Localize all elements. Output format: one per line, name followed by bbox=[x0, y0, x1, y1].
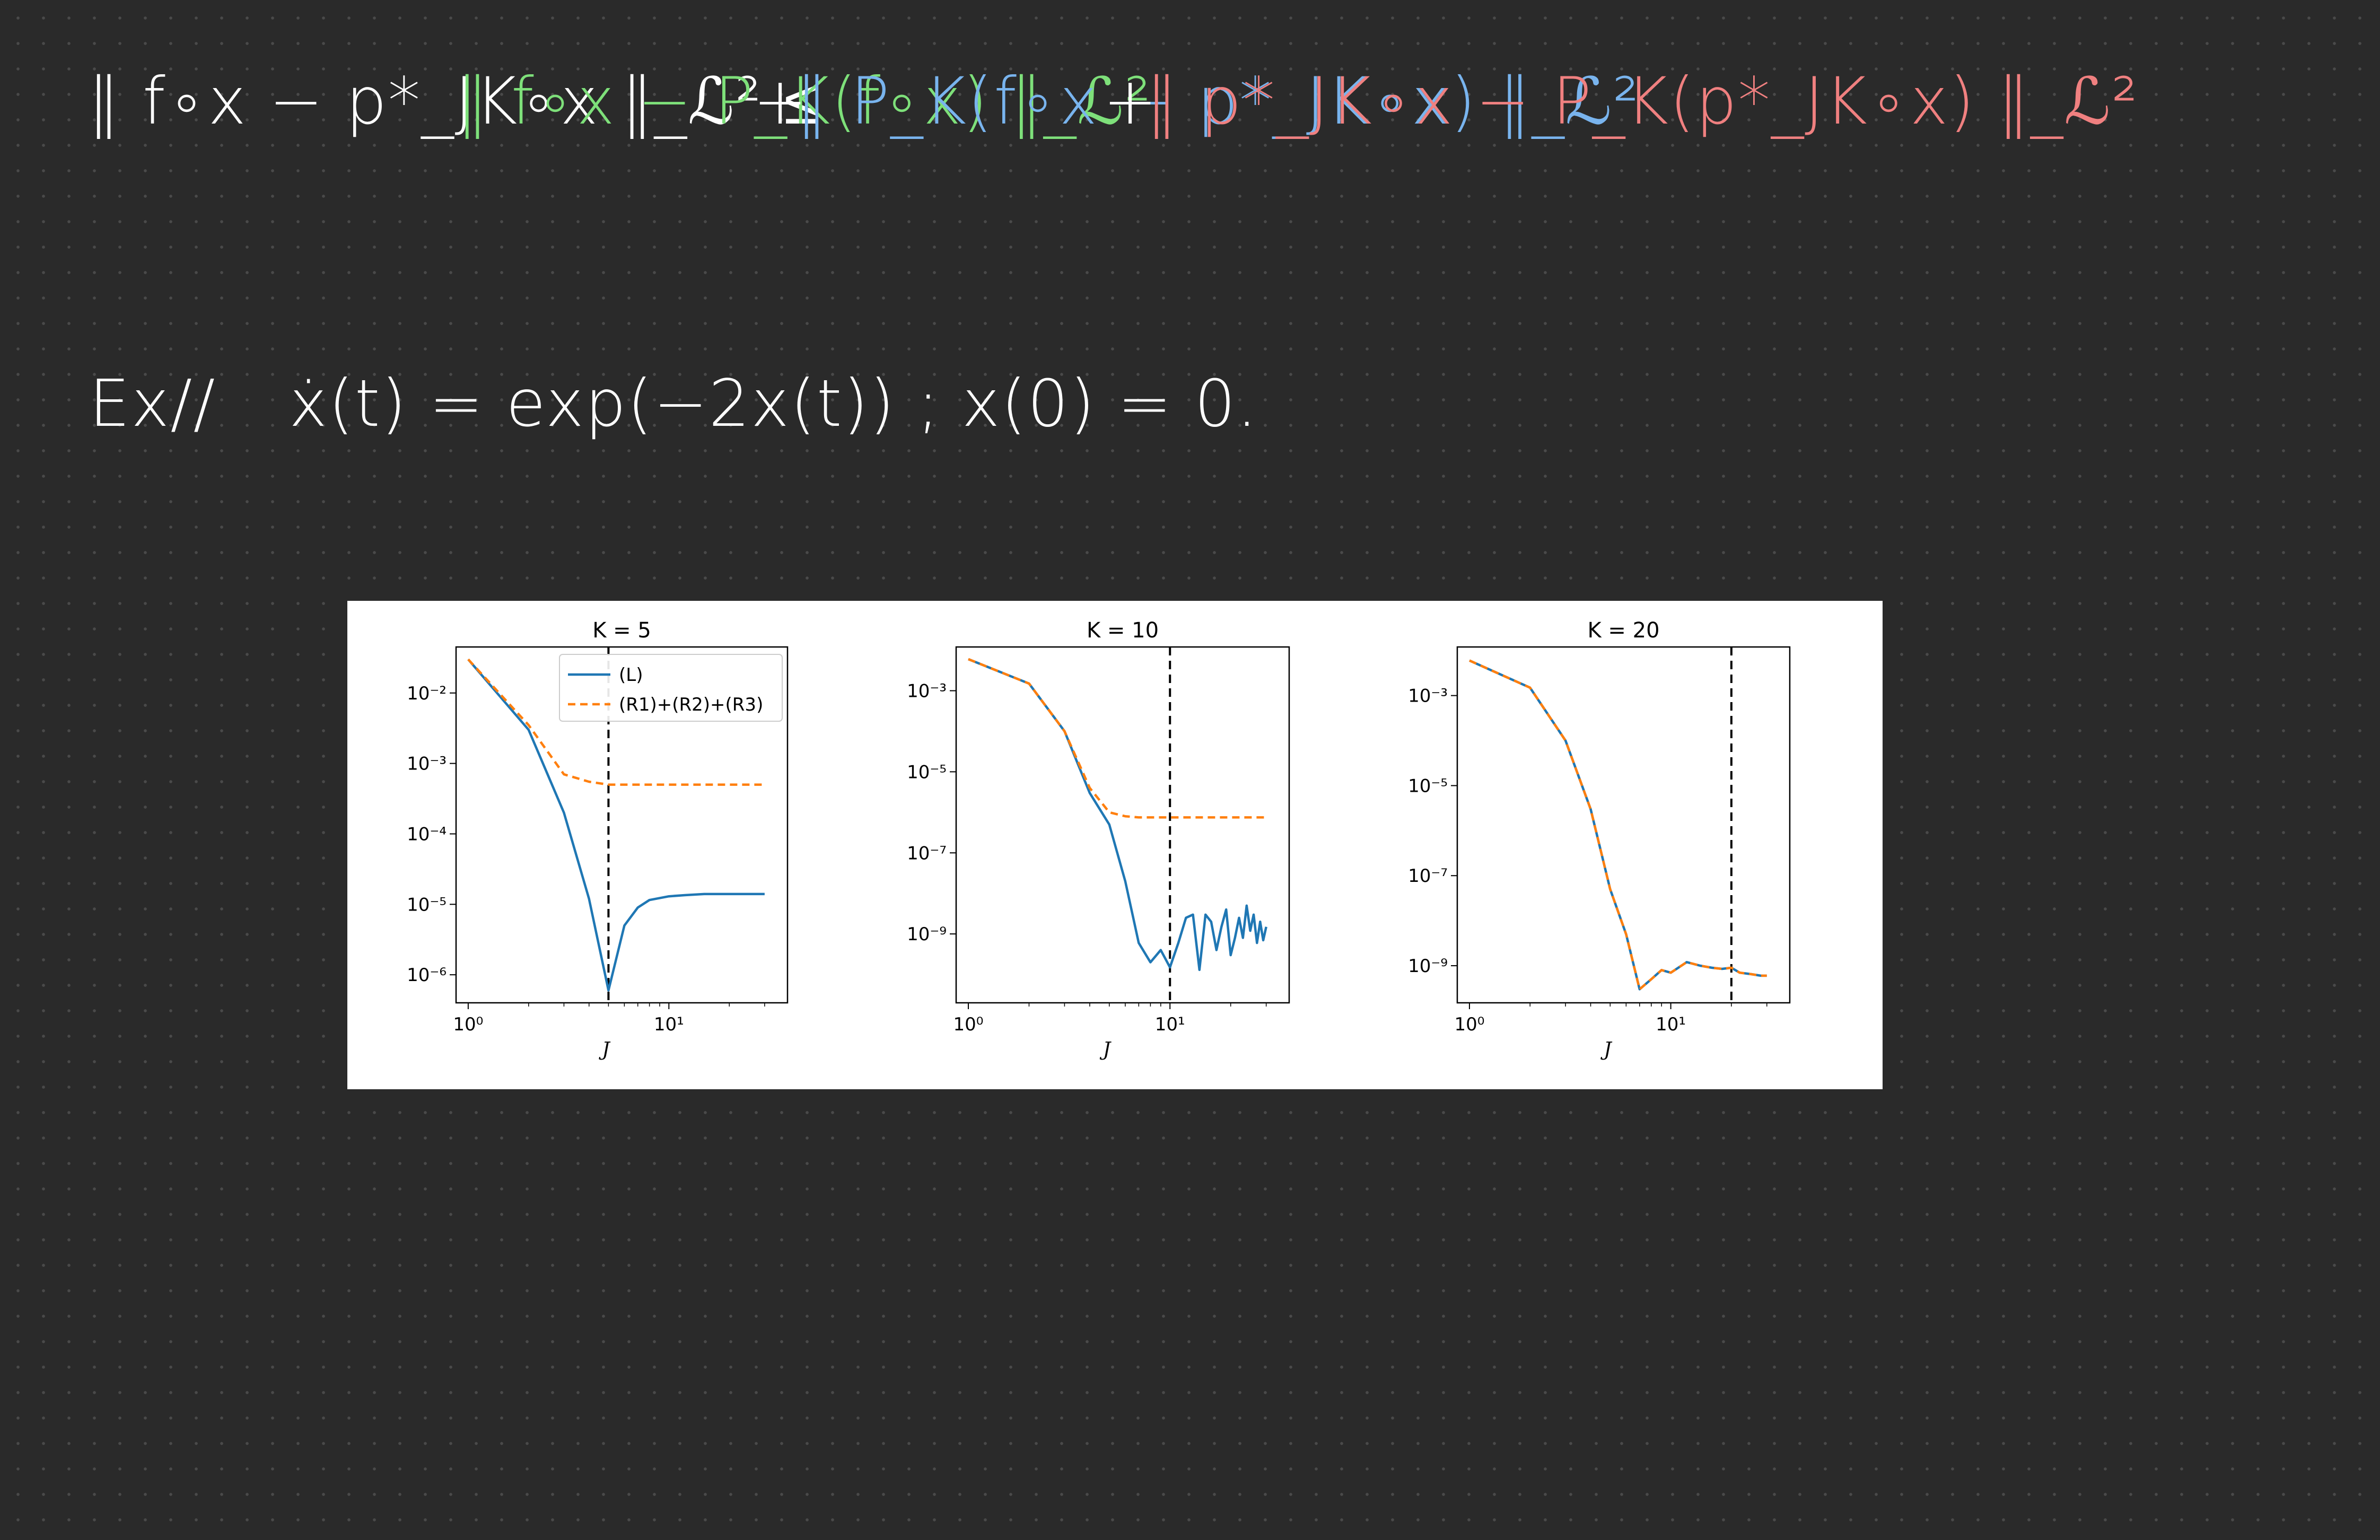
plus-sign-2: + bbox=[1103, 64, 1159, 139]
chart-1: K = 5 10⁰ 10¹ J 10⁻² 10⁻³ 10⁻⁴ 10⁻⁵ 10⁻⁶ (L) (R1)+… bbox=[407, 618, 789, 1061]
x-tick-label: 10¹ bbox=[654, 1014, 684, 1035]
x-axis-label: J bbox=[1600, 1039, 1613, 1061]
chart-title: K = 10 bbox=[1087, 618, 1159, 643]
y-tick-label: 10⁻⁵ bbox=[907, 762, 947, 783]
x-tick-label: 10¹ bbox=[1656, 1014, 1686, 1035]
inequality-term2: ‖ P_K(f∘x − p*_JK∘x) ‖_ℒ² bbox=[795, 64, 1640, 139]
y-tick-label: 10⁻⁶ bbox=[407, 965, 447, 986]
figure-panel: K = 5 10⁰ 10¹ J 10⁻² 10⁻³ 10⁻⁴ 10⁻⁵ 10⁻⁶ (L) (R1)+… bbox=[347, 601, 1883, 1089]
legend-entry: (L) bbox=[619, 664, 643, 686]
x-axis-label: J bbox=[598, 1039, 611, 1061]
axes-frame bbox=[955, 646, 1290, 1004]
y-tick-label: 10⁻⁵ bbox=[407, 894, 447, 915]
example-equation: ẋ(t) = exp(−2x(t)) ; x(0) = 0. bbox=[289, 366, 1258, 441]
y-tick-label: 10⁻² bbox=[407, 683, 447, 704]
chart-2: K = 10 10⁰ 10¹ J 10⁻³ 10⁻⁵ 10⁻⁷ 10⁻⁹ bbox=[907, 618, 1290, 1061]
x-tick-label: 10⁰ bbox=[453, 1014, 483, 1035]
y-tick-label: 10⁻⁴ bbox=[407, 824, 447, 845]
x-axis-label: J bbox=[1099, 1039, 1112, 1061]
series-r-line bbox=[1469, 659, 1767, 991]
chart-3: K = 20 10⁰ 10¹ J 10⁻³ 10⁻⁵ 10⁻⁷ 10⁻⁹ bbox=[1408, 618, 1791, 1061]
inequality-term1: ‖ f∘x − P_K(f∘x) ‖_ℒ² bbox=[456, 64, 1152, 139]
y-tick-label: 10⁻⁹ bbox=[1408, 956, 1448, 977]
y-tick-label: 10⁻⁷ bbox=[907, 843, 947, 864]
y-tick-label: 10⁻³ bbox=[1408, 686, 1448, 707]
y-tick-label: 10⁻⁹ bbox=[907, 924, 947, 945]
y-tick-label: 10⁻³ bbox=[907, 680, 947, 702]
axes-frame bbox=[1456, 646, 1791, 1004]
series-l-line bbox=[467, 658, 765, 992]
axes-frame bbox=[455, 646, 789, 1004]
example-label: Ex// bbox=[89, 366, 216, 441]
plus-sign-1: + bbox=[753, 64, 809, 139]
chart-title: K = 5 bbox=[592, 618, 651, 643]
y-tick-label: 10⁻⁷ bbox=[1408, 865, 1448, 887]
x-tick-label: 10¹ bbox=[1155, 1014, 1185, 1035]
inequality-term3: ‖ p*_JK∘x − P_K(p*_JK∘x) ‖_ℒ² bbox=[1145, 64, 2139, 139]
series-r-line bbox=[968, 658, 1266, 819]
x-tick-label: 10⁰ bbox=[1455, 1014, 1485, 1035]
figure-svg: K = 5 10⁰ 10¹ J 10⁻² 10⁻³ 10⁻⁴ 10⁻⁵ 10⁻⁶ (L) (R1)+… bbox=[407, 618, 1791, 1061]
chart-title: K = 20 bbox=[1587, 618, 1659, 643]
legend-entry: (R1)+(R2)+(R3) bbox=[619, 694, 763, 715]
series-r-line bbox=[467, 658, 765, 786]
inequality-lhs: ‖ f∘x − p*_JK∘x ‖_ℒ² ≤ bbox=[88, 64, 821, 139]
x-tick-label: 10⁰ bbox=[953, 1014, 984, 1035]
y-tick-label: 10⁻³ bbox=[407, 754, 447, 775]
legend-box bbox=[559, 654, 783, 722]
series-l-line bbox=[1469, 659, 1767, 991]
series-l-line bbox=[968, 658, 1267, 972]
y-tick-label: 10⁻⁵ bbox=[1408, 775, 1448, 797]
